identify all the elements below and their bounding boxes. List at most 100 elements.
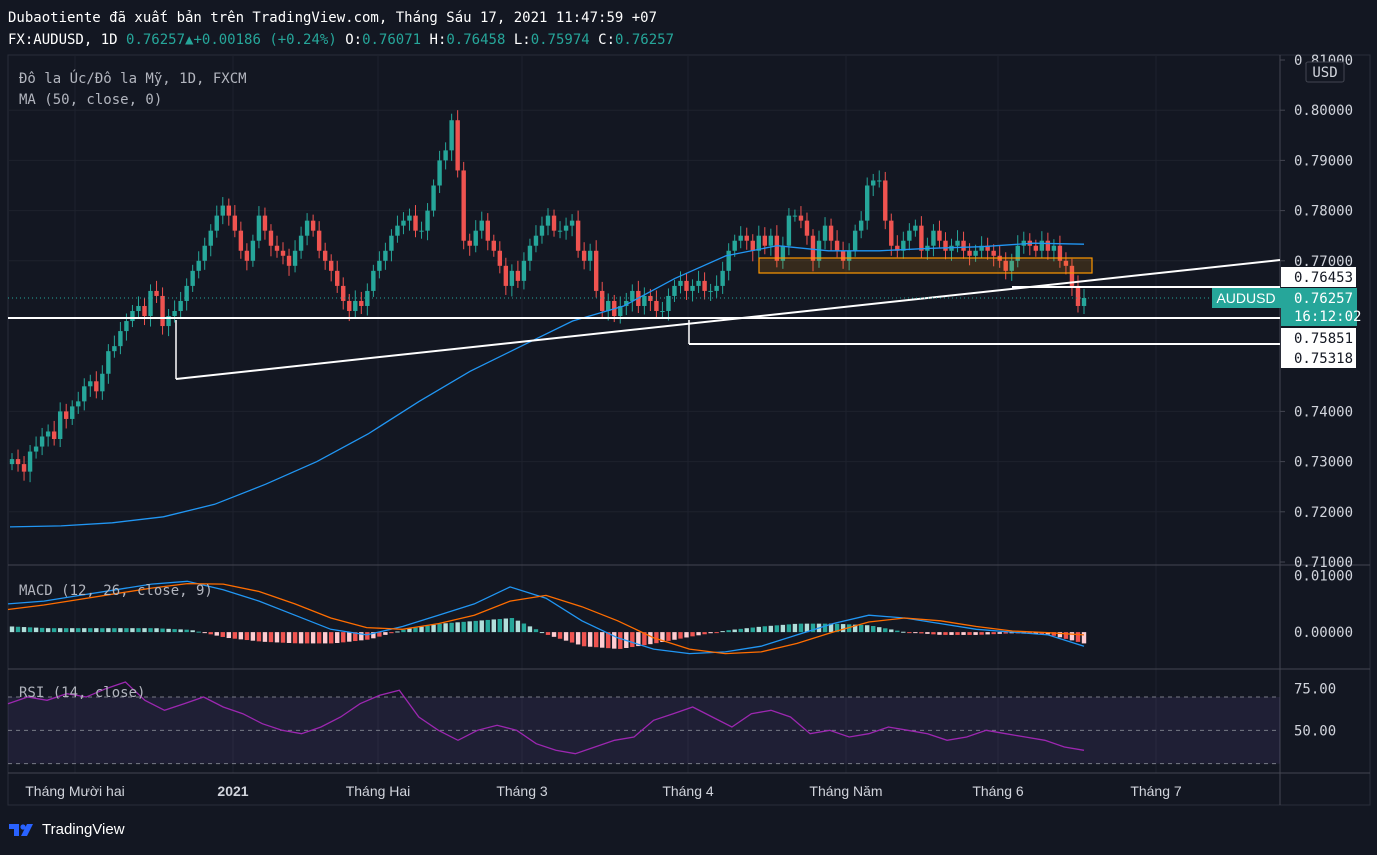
macd-bar	[118, 628, 123, 633]
candle-body	[545, 215, 551, 226]
macd-bar	[328, 632, 334, 644]
candle-body	[678, 280, 683, 286]
macd-bar	[708, 632, 713, 634]
candle-body	[660, 311, 665, 312]
time-tick-label: Tháng 7	[1130, 783, 1182, 799]
time-axis[interactable]: Tháng Mười hai 2021 Tháng Hai Tháng 3 Tháng …	[25, 783, 1182, 799]
candle-body	[618, 305, 623, 317]
candle-body	[1003, 260, 1008, 271]
candles[interactable]	[9, 110, 1087, 483]
macd-bar	[533, 629, 539, 633]
candle-body	[413, 215, 418, 231]
candle-body	[401, 220, 406, 226]
macd-bar	[166, 628, 171, 633]
macd-bar	[539, 632, 545, 634]
candle-body	[214, 215, 219, 231]
price-tick-label: 0.79000	[1294, 153, 1353, 169]
macd-bar	[563, 632, 569, 641]
candle-body	[702, 280, 707, 291]
macd-bar	[461, 621, 466, 633]
macd-bar	[15, 626, 21, 633]
candle-body	[750, 240, 755, 251]
macd-bar	[39, 627, 45, 633]
resistance-zone[interactable]	[758, 257, 1093, 274]
candle-body	[744, 235, 749, 241]
macd-bar	[642, 632, 647, 646]
candle-body	[901, 240, 906, 251]
price-axis[interactable]: 0.810000.800000.790000.780000.770000.740…	[1280, 53, 1353, 739]
publish-line: Dubaotiente đã xuất bản trên TradingView…	[8, 10, 658, 26]
macd-bar	[9, 626, 15, 633]
candle-body	[672, 285, 677, 296]
price-tick-label: 0.71000	[1294, 555, 1353, 571]
macd-bar	[220, 632, 225, 637]
macd-legend[interactable]: MACD (12, 26, close, 9)	[19, 583, 213, 599]
macd-bar	[33, 627, 39, 633]
candle-body	[148, 290, 153, 317]
candle-body	[798, 215, 804, 221]
candle-body	[190, 270, 195, 286]
candle-body	[931, 230, 936, 246]
candle-body	[732, 240, 737, 251]
candle-body	[262, 215, 268, 231]
macd-bar	[864, 625, 870, 633]
ma-line	[9, 242, 1085, 528]
candle-body	[1075, 285, 1081, 306]
candle-body	[557, 230, 563, 232]
macd-bar	[575, 632, 581, 645]
macd-bar	[112, 628, 117, 633]
macd-bar	[27, 627, 33, 633]
candle-body	[316, 230, 322, 251]
candle-body	[226, 205, 232, 216]
macd-bar	[768, 625, 774, 633]
candle-body	[527, 245, 533, 261]
macd-bar	[425, 625, 430, 633]
candle-body	[479, 220, 484, 231]
candle-body	[539, 225, 545, 236]
chart-frame	[7, 54, 1371, 806]
main-legend[interactable]: Đô la Úc/Đô la Mỹ, 1D, FXCM	[19, 69, 247, 87]
macd-bar	[967, 632, 972, 635]
macd-bar	[792, 623, 798, 633]
macd-bar	[214, 632, 219, 636]
macd-bar	[256, 632, 262, 642]
macd-bar	[274, 632, 280, 643]
ma-legend[interactable]: MA (50, close, 0)	[19, 92, 162, 108]
candle-body	[828, 225, 834, 241]
macd-bar	[154, 628, 159, 633]
tradingview-logo[interactable]: TradingView	[8, 820, 125, 838]
candle-body	[943, 240, 948, 251]
candle-body	[569, 220, 575, 226]
candle-body	[563, 225, 569, 231]
macd-bar	[94, 628, 99, 633]
currency-badge	[1305, 61, 1345, 83]
macd-bar	[678, 632, 683, 639]
macd-tick-label: 0.01000	[1294, 569, 1353, 585]
candle-body	[883, 180, 888, 221]
macd-bar	[991, 632, 996, 635]
macd-bar	[449, 622, 454, 633]
macd-bar	[64, 628, 69, 633]
rsi-legend[interactable]: RSI (14, close)	[19, 685, 145, 701]
candle-body	[341, 285, 346, 301]
trendline[interactable]	[175, 259, 1281, 380]
up-arrow-icon: ▲	[185, 32, 194, 48]
macd-bar	[184, 629, 189, 633]
macd-bar	[750, 627, 755, 633]
macd-bar	[654, 632, 659, 644]
candle-body	[45, 431, 51, 437]
candle-body	[160, 295, 165, 327]
candle-body	[178, 300, 183, 311]
time-tick-label: Tháng 3	[496, 783, 548, 799]
macd-bar	[1063, 632, 1069, 639]
macd-bar	[473, 620, 478, 633]
candle-body	[136, 305, 141, 311]
currency-text: USD	[1312, 65, 1337, 81]
macd-bar	[383, 632, 388, 635]
candle-body	[57, 411, 63, 440]
price-tick-label: 0.80000	[1294, 103, 1353, 119]
macd-bar	[822, 623, 828, 633]
macd-bar	[503, 618, 509, 633]
macd-bar	[130, 628, 135, 633]
